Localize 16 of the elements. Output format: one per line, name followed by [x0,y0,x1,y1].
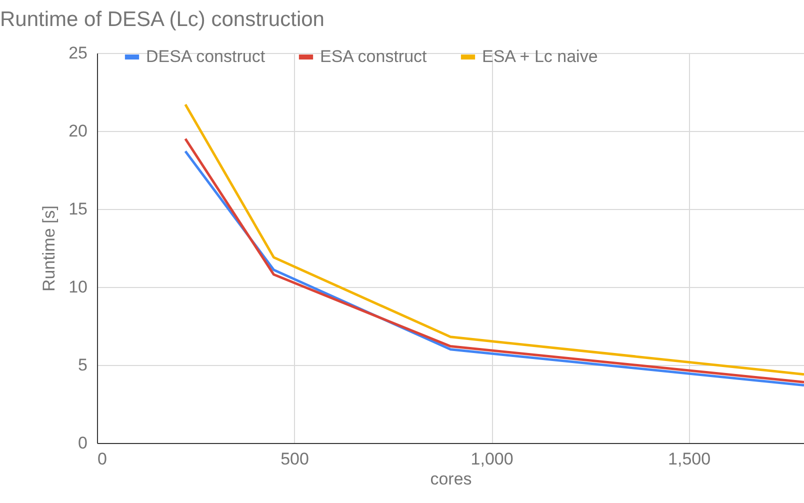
x-axis-title: cores [430,470,472,488]
y-tick-label: 5 [78,356,88,374]
x-tick-label: 1,000 [470,450,514,468]
y-tick-label: 25 [68,44,88,62]
legend-label: ESA + Lc naive [482,47,598,66]
y-tick-label: 0 [78,434,88,452]
y-tick-label: 20 [68,122,88,140]
y-axis-title: Runtime [s] [40,206,59,292]
legend-label: ESA construct [320,47,428,66]
chart-title: Runtime of DESA (Lc) construction [0,8,324,31]
x-tick-label: 500 [280,450,309,468]
y-tick-label: 10 [68,278,88,296]
x-tick-label: 0 [98,450,107,468]
y-tick-label: 15 [68,200,88,218]
x-tick-label: 1,500 [668,450,711,468]
legend-label: DESA construct [146,47,266,66]
